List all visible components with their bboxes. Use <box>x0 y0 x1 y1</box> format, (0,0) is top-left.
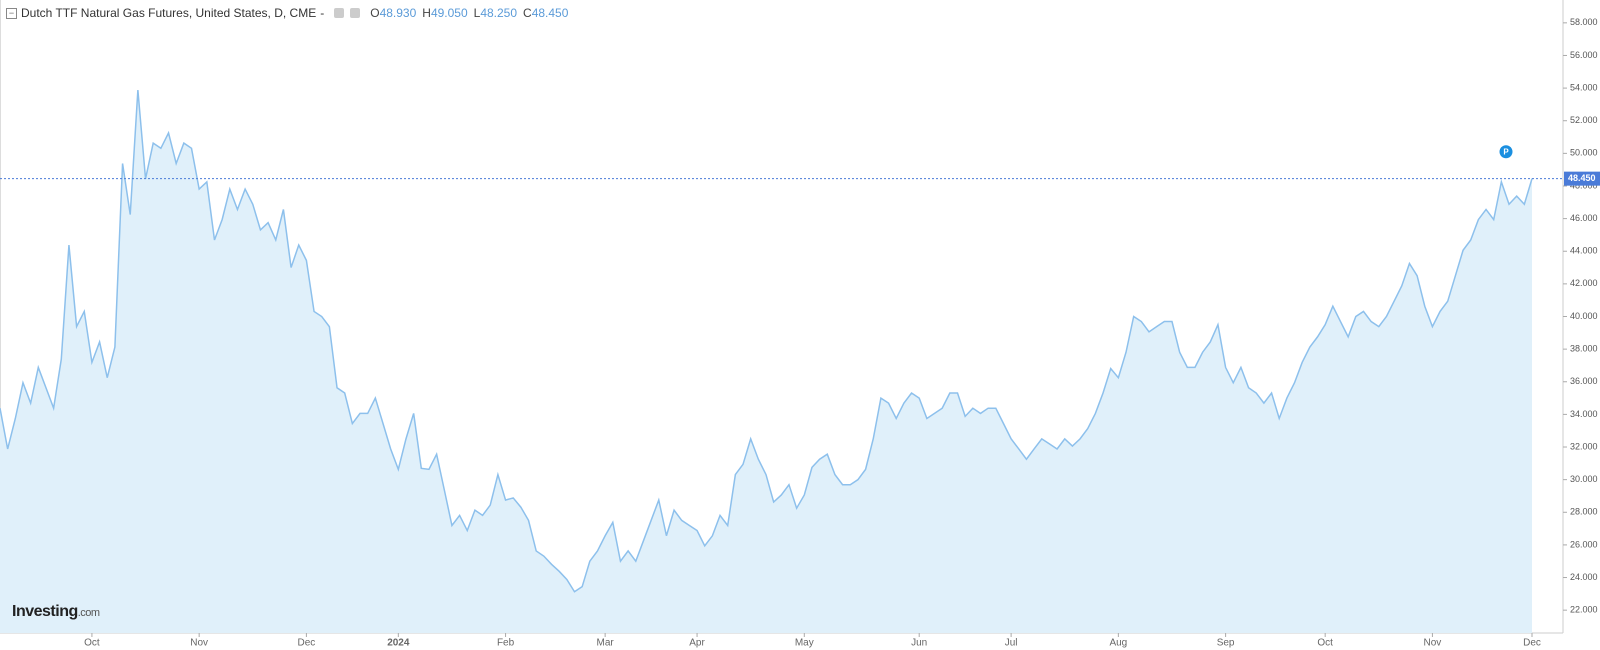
x-tick-label: May <box>795 638 814 649</box>
title-menu[interactable]: - <box>320 6 325 20</box>
ohlc-values: O48.930 H49.050 L48.250 C48.450 <box>364 6 568 20</box>
p-marker <box>1499 145 1513 159</box>
y-tick-label: 46.000 <box>1570 213 1598 223</box>
y-tick-label: 40.000 <box>1570 311 1598 321</box>
ohlc-value: 48.930 <box>379 6 417 20</box>
x-tick-label: Mar <box>597 638 615 649</box>
y-tick-label: 54.000 <box>1570 82 1598 92</box>
ohlc-key: H <box>422 6 431 20</box>
y-tick-label: 22.000 <box>1570 605 1598 615</box>
chart-header: − Dutch TTF Natural Gas Futures, United … <box>6 6 569 20</box>
y-tick-label: 30.000 <box>1570 474 1598 484</box>
y-tick-label: 28.000 <box>1570 507 1598 517</box>
area-fill <box>0 90 1532 633</box>
ohlc-value: 48.250 <box>480 6 518 20</box>
y-tick-label: 36.000 <box>1570 376 1598 386</box>
x-tick-label: Feb <box>497 638 515 649</box>
collapse-icon[interactable]: − <box>6 7 17 19</box>
y-tick-label: 24.000 <box>1570 572 1598 582</box>
ohlc-key: O <box>370 6 380 20</box>
ohlc-value: 48.450 <box>531 6 569 20</box>
x-tick-label: Dec <box>1523 638 1541 649</box>
current-price-label: 48.450 <box>1568 173 1596 183</box>
x-tick-label: Jun <box>911 638 927 649</box>
x-tick-label: Oct <box>1317 638 1333 649</box>
y-tick-label: 34.000 <box>1570 409 1598 419</box>
y-tick-label: 44.000 <box>1570 246 1598 256</box>
ohlc-value: 49.050 <box>430 6 468 20</box>
y-tick-label: 56.000 <box>1570 50 1598 60</box>
y-tick-label: 38.000 <box>1570 344 1598 354</box>
settings-icon[interactable] <box>334 8 345 18</box>
y-tick-label: 58.000 <box>1570 17 1598 27</box>
y-tick-label: 32.000 <box>1570 441 1598 451</box>
y-tick-label: 50.000 <box>1570 148 1598 158</box>
price-line <box>0 89 1533 593</box>
settings-icon[interactable] <box>350 8 361 18</box>
p-marker-label: P <box>1503 147 1509 156</box>
x-tick-label: Dec <box>298 638 316 649</box>
logo: Investing.com <box>12 603 100 621</box>
x-tick-label: Nov <box>1424 638 1442 649</box>
logo-suffix: .com <box>77 607 100 619</box>
ohlc-key: L <box>473 6 481 20</box>
x-tick-label: Apr <box>689 638 705 649</box>
x-tick-label: Oct <box>84 638 100 649</box>
ohlc-key: C <box>523 6 532 20</box>
x-tick-label: Jul <box>1005 638 1018 649</box>
logo-brand: Investing <box>12 603 78 620</box>
chart-title: Dutch TTF Natural Gas Futures, United St… <box>21 6 317 20</box>
y-tick-label: 42.000 <box>1570 278 1598 288</box>
y-tick-label: 26.000 <box>1570 539 1598 549</box>
x-tick-label: 2024 <box>387 638 410 649</box>
x-tick-label: Sep <box>1217 638 1235 649</box>
x-tick-label: Aug <box>1109 638 1127 649</box>
x-tick-label: Nov <box>190 638 208 649</box>
y-tick-label: 52.000 <box>1570 115 1598 125</box>
current-price-badge <box>1564 171 1600 186</box>
